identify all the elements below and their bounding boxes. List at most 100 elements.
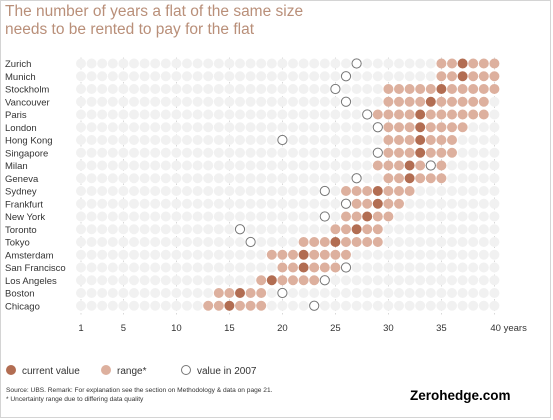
- background-dot: [489, 224, 500, 235]
- current-value-dot: [330, 237, 341, 247]
- range-dot: [447, 71, 457, 82]
- background-dot: [213, 186, 224, 196]
- background-dot: [129, 186, 139, 196]
- range-dot: [362, 237, 373, 247]
- background-dot: [118, 211, 129, 222]
- value-2007-marker: [277, 134, 288, 146]
- background-dot: [351, 249, 362, 260]
- background-dot: [139, 173, 150, 184]
- background-dot: [203, 237, 214, 247]
- background-dot: [139, 262, 150, 273]
- background-dot: [182, 275, 192, 286]
- background-dot: [277, 58, 288, 69]
- background-dot: [160, 147, 171, 158]
- background-dot: [394, 237, 404, 247]
- range-dot: [245, 288, 256, 298]
- background-dot: [160, 58, 171, 69]
- background-dot: [203, 288, 214, 298]
- range-dot: [447, 135, 457, 145]
- background-dot: [139, 71, 150, 82]
- background-dot: [288, 71, 298, 82]
- range-dot: [309, 275, 320, 286]
- background-dot: [298, 122, 309, 133]
- city-row: Stockholm: [5, 83, 500, 96]
- background-dot: [457, 147, 468, 158]
- range-dot: [288, 262, 298, 273]
- background-dot: [489, 109, 500, 120]
- range-dot: [341, 249, 351, 260]
- background-dot: [245, 84, 256, 94]
- current-value-dot: [404, 160, 415, 171]
- background-dot: [266, 288, 277, 298]
- range-dot: [341, 224, 351, 235]
- background-dot: [478, 275, 489, 286]
- current-value-dot: [298, 249, 309, 260]
- background-dot: [362, 58, 373, 69]
- background-dot: [139, 249, 150, 260]
- background-dot: [213, 58, 224, 69]
- background-dot: [192, 122, 203, 133]
- range-dot: [394, 96, 404, 107]
- background-dot: [129, 147, 139, 158]
- background-dot: [457, 173, 468, 184]
- range-dot: [245, 300, 256, 311]
- background-dot: [383, 249, 394, 260]
- background-dot: [298, 84, 309, 94]
- background-dot: [107, 122, 118, 133]
- background-dot: [489, 186, 500, 196]
- city-row: Paris: [5, 109, 500, 121]
- background-dot: [319, 224, 330, 235]
- background-dot: [383, 300, 394, 311]
- background-dot: [394, 71, 404, 82]
- background-dot: [86, 237, 97, 247]
- background-dot: [478, 135, 489, 145]
- background-dot: [86, 84, 97, 94]
- background-dot: [341, 275, 351, 286]
- background-dot: [182, 237, 192, 247]
- background-dot: [150, 198, 161, 209]
- background-dot: [457, 186, 468, 196]
- background-dot: [118, 84, 129, 94]
- value-2007-marker: [245, 236, 256, 248]
- background-dot: [457, 288, 468, 298]
- background-dot: [150, 84, 161, 94]
- background-dot: [224, 198, 235, 209]
- range-dot: [404, 122, 415, 133]
- background-dot: [182, 262, 192, 273]
- background-dot: [203, 186, 214, 196]
- background-dot: [192, 288, 203, 298]
- background-dot: [86, 224, 97, 235]
- background-dot: [76, 109, 86, 120]
- background-dot: [107, 84, 118, 94]
- background-dot: [266, 71, 277, 82]
- background-dot: [266, 224, 277, 235]
- background-dot: [160, 122, 171, 133]
- background-dot: [86, 249, 97, 260]
- background-dot: [160, 262, 171, 273]
- background-dot: [182, 109, 192, 120]
- background-dot: [171, 58, 182, 69]
- background-dot: [383, 71, 394, 82]
- background-dot: [394, 300, 404, 311]
- background-dot: [129, 109, 139, 120]
- background-dot: [76, 198, 86, 209]
- background-dot: [118, 58, 129, 69]
- background-dot: [150, 224, 161, 235]
- background-dot: [288, 147, 298, 158]
- background-dot: [245, 58, 256, 69]
- background-dot: [256, 224, 267, 235]
- background-dot: [76, 288, 86, 298]
- background-dot: [224, 122, 235, 133]
- city-label: San Francisco: [5, 263, 66, 274]
- background-dot: [224, 84, 235, 94]
- city-row: Singapore: [5, 147, 500, 159]
- background-dot: [266, 96, 277, 107]
- background-dot: [86, 71, 97, 82]
- background-dot: [372, 173, 383, 184]
- background-dot: [139, 122, 150, 133]
- background-dot: [425, 237, 436, 247]
- background-dot: [298, 109, 309, 120]
- value-2007-marker: [319, 275, 330, 286]
- background-dot: [129, 122, 139, 133]
